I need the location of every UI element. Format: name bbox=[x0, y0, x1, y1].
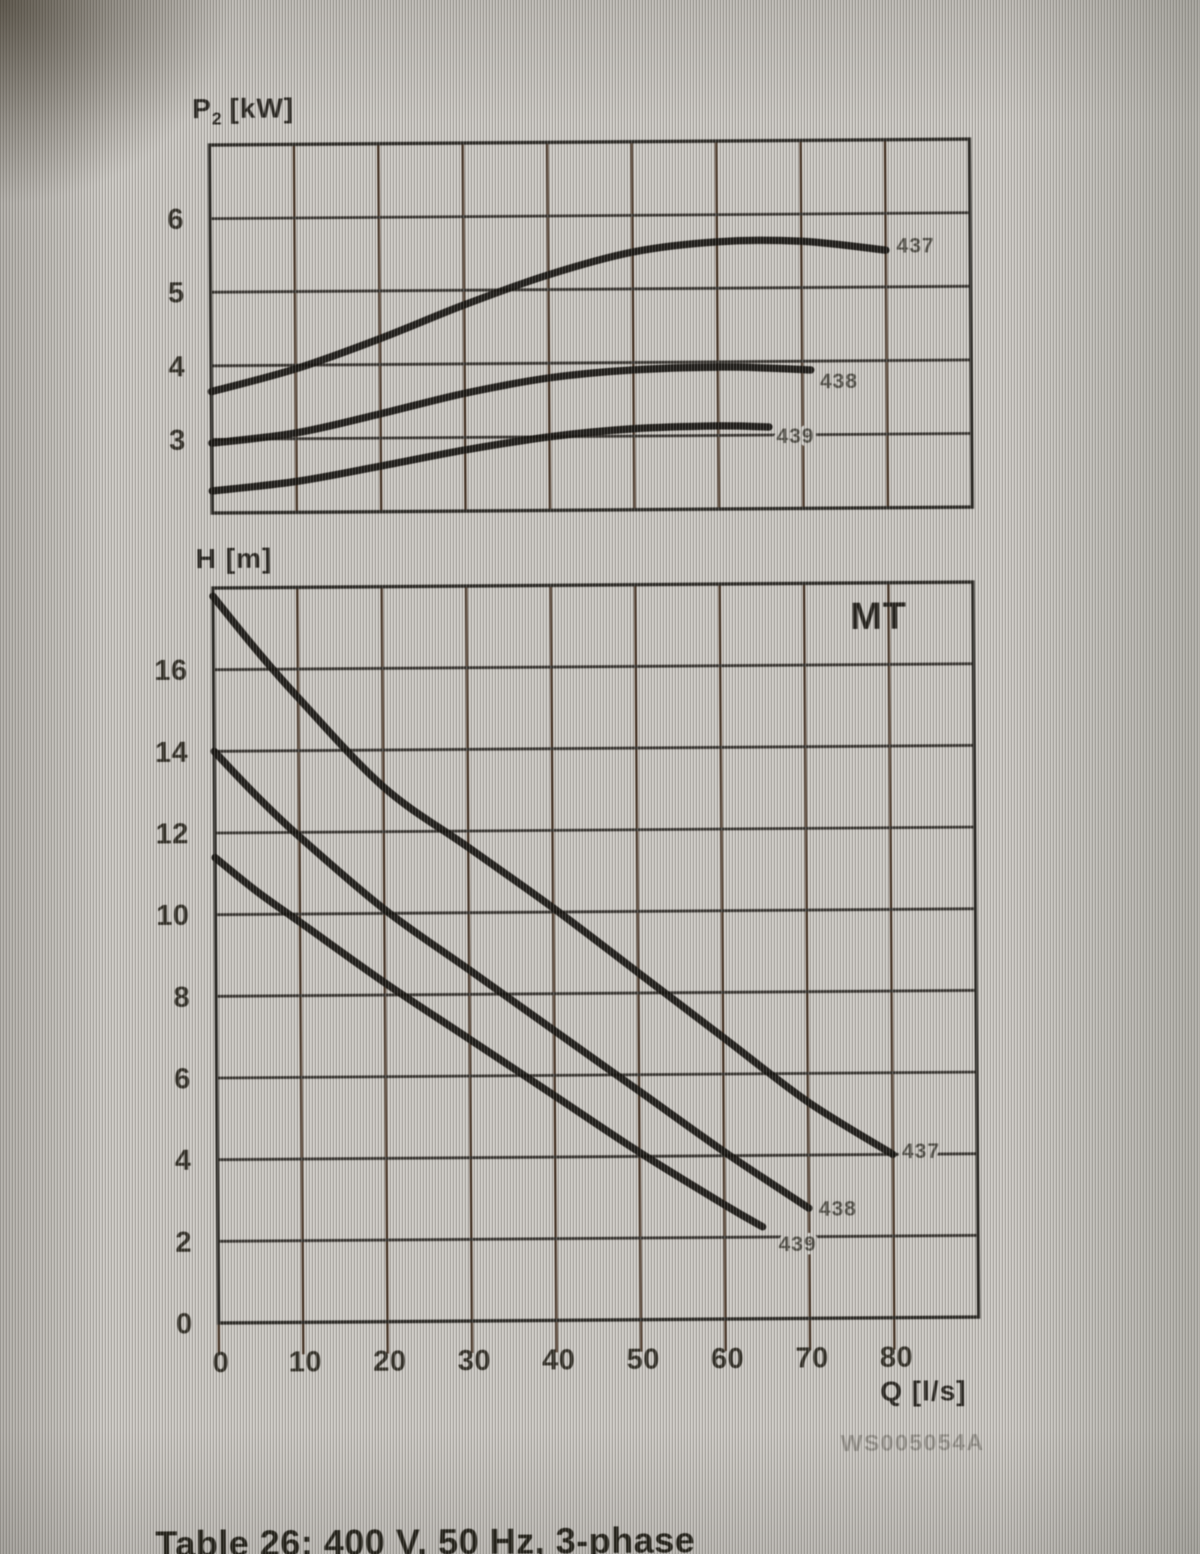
grid-line-horizontal bbox=[209, 211, 970, 221]
grid-line-horizontal bbox=[217, 1152, 978, 1162]
grid-line-vertical bbox=[292, 144, 299, 513]
grid-line-vertical bbox=[633, 584, 643, 1320]
y-tick-label: 3 bbox=[169, 425, 186, 457]
drawing-number-watermark: WS005054A bbox=[840, 1428, 985, 1457]
grid-line-horizontal bbox=[213, 662, 974, 672]
grid-line-horizontal bbox=[215, 907, 976, 917]
grid-line-vertical bbox=[376, 143, 383, 512]
y-tick-label: 0 bbox=[176, 1308, 193, 1340]
x-tick-label: 60 bbox=[711, 1343, 745, 1375]
y-tick-label: 14 bbox=[155, 737, 189, 769]
flow-axis-label: Q [l/s] bbox=[880, 1375, 967, 1407]
y-tick-label: 16 bbox=[154, 655, 188, 687]
x-tick-label: 30 bbox=[458, 1345, 492, 1377]
x-tick-label: 40 bbox=[542, 1344, 576, 1376]
curve-label-439: 439 bbox=[778, 1233, 816, 1256]
curve-438 bbox=[210, 747, 813, 1212]
grid-line-horizontal bbox=[218, 1233, 979, 1243]
grid-line-vertical bbox=[549, 585, 558, 1321]
grid-line-horizontal bbox=[216, 1070, 977, 1080]
grid-line-vertical bbox=[630, 141, 636, 510]
plot-border bbox=[207, 137, 974, 515]
grid-line-vertical bbox=[545, 142, 552, 511]
x-tick-label: 20 bbox=[373, 1346, 407, 1378]
grid-line-vertical bbox=[380, 586, 389, 1322]
y-tick-label: 2 bbox=[175, 1227, 192, 1259]
plot-border bbox=[211, 580, 981, 1325]
x-tick-label: 0 bbox=[213, 1347, 230, 1379]
y-tick-label: 4 bbox=[175, 1145, 192, 1177]
y-tick-label: 10 bbox=[156, 900, 190, 932]
curve-438 bbox=[208, 363, 815, 447]
grid-line-horizontal bbox=[216, 988, 977, 998]
grid-line-vertical bbox=[883, 139, 890, 508]
grid-line-vertical bbox=[464, 586, 474, 1322]
curve-label-437: 437 bbox=[902, 1140, 940, 1163]
y-tick-label: 5 bbox=[168, 277, 185, 309]
x-tick-label: 80 bbox=[880, 1342, 914, 1374]
x-tick-label: 70 bbox=[795, 1342, 829, 1374]
y-tick-label: 4 bbox=[168, 351, 185, 383]
y-tick-label: 12 bbox=[155, 818, 189, 850]
curve-label-438: 438 bbox=[819, 1198, 857, 1221]
grid-line-vertical bbox=[799, 140, 805, 509]
curve-label-438: 438 bbox=[820, 370, 858, 393]
grid-line-horizontal bbox=[214, 743, 975, 753]
power-chart: 3 4 5 6 437 438 439 bbox=[167, 137, 974, 515]
grid-line-vertical bbox=[887, 582, 896, 1318]
grid-line-horizontal bbox=[214, 825, 975, 835]
x-tick-label: 10 bbox=[289, 1346, 323, 1378]
y-tick-label: 8 bbox=[173, 982, 190, 1014]
series-group-label: MT bbox=[849, 595, 908, 639]
x-tick-label: 50 bbox=[626, 1344, 660, 1376]
table-caption: Table 26: 400 V, 50 Hz, 3-phase bbox=[155, 1519, 696, 1554]
grid-line-horizontal bbox=[210, 284, 971, 294]
curve-label-439: 439 bbox=[776, 425, 814, 448]
grid-line-vertical bbox=[461, 143, 467, 512]
y-tick-label: 6 bbox=[174, 1063, 191, 1095]
y-tick-label: 6 bbox=[167, 204, 184, 236]
curve-label-437: 437 bbox=[896, 235, 934, 258]
grid-line-vertical bbox=[714, 141, 721, 510]
